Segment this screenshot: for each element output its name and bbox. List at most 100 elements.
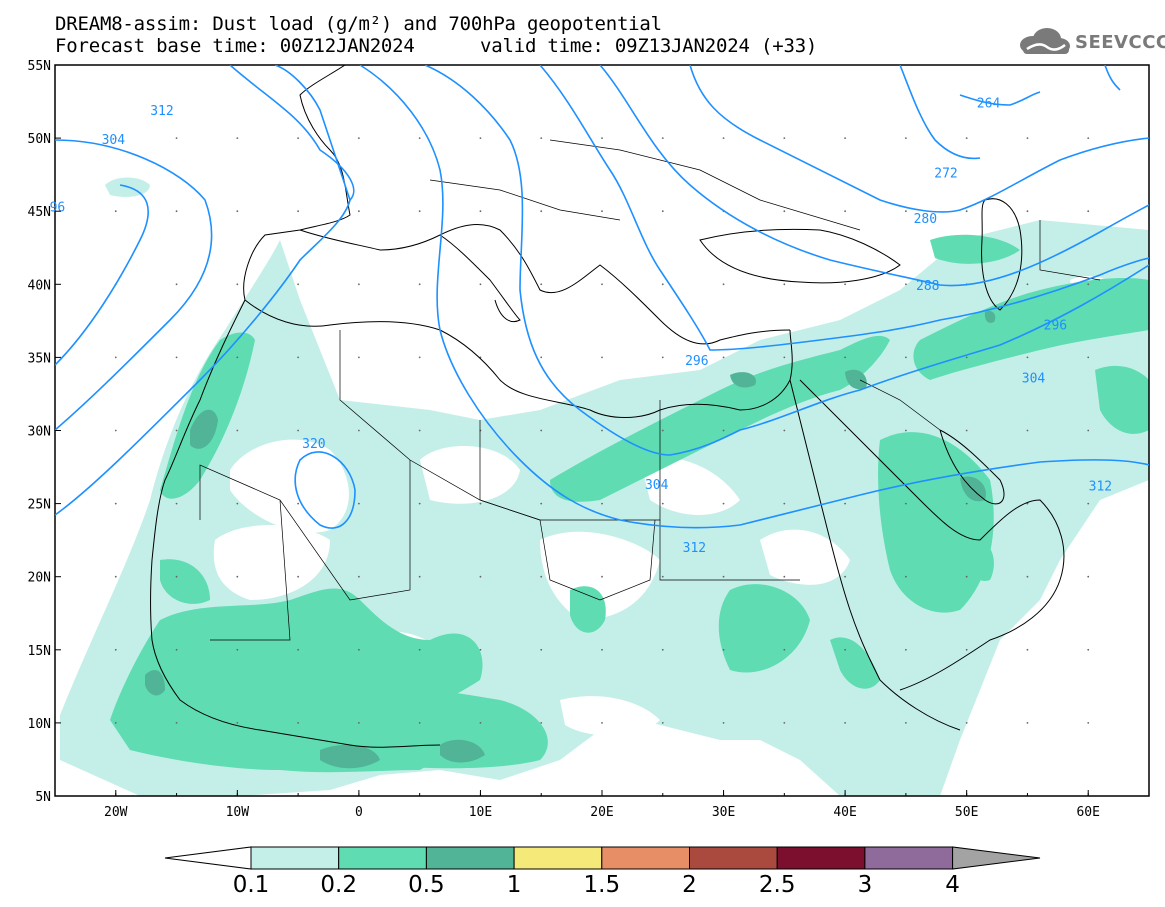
lat-tick-label: 25N — [28, 498, 51, 513]
grid-dot — [1026, 429, 1029, 432]
grid-dot — [418, 356, 421, 359]
colorbar-segment — [689, 846, 778, 870]
lon-tick-label: 20E — [590, 805, 613, 820]
grid-dot — [236, 648, 239, 651]
grid-dot — [175, 575, 178, 578]
country-borders — [199, 139, 1101, 641]
grid-dot — [904, 575, 907, 578]
grid-dot — [661, 722, 664, 724]
grid-dot — [844, 137, 847, 140]
colorbar-segment — [864, 846, 954, 870]
contour-label: 320 — [302, 437, 325, 452]
grid-dot — [479, 137, 482, 140]
grid-dot — [783, 429, 786, 432]
grid-dot — [965, 722, 968, 724]
grid-dot — [297, 137, 300, 140]
grid-dot — [357, 722, 360, 724]
grid-dot — [175, 429, 178, 432]
grid-dot — [1087, 210, 1090, 213]
grid-dot — [540, 722, 543, 724]
grid-dot — [661, 210, 664, 213]
grid-dot — [904, 283, 907, 286]
contour-label: 296 — [1044, 319, 1067, 334]
grid-dot — [661, 648, 664, 651]
grid-dot — [114, 575, 117, 578]
forecast-base-time: Forecast base time: 00Z12JAN2024 — [55, 35, 415, 57]
colorbar-level-label: 1 — [506, 872, 522, 898]
grid-dot — [357, 356, 360, 359]
colorbar-high-arrow — [952, 846, 1041, 870]
grid-dot — [904, 722, 907, 724]
grid-dot — [844, 575, 847, 578]
grid-dot — [601, 575, 603, 578]
grid-dot — [783, 722, 786, 724]
grid-dot — [722, 502, 725, 505]
grid-dot — [904, 648, 907, 651]
longitude-axis: 20W 10W 0 10E 20E 30E 40E 50E 60E — [54, 790, 1150, 820]
grid-dot — [175, 137, 178, 140]
grid-dot — [114, 648, 117, 651]
grid-dot — [357, 429, 360, 432]
grid-dot — [783, 502, 786, 505]
cloud-icon — [1020, 28, 1070, 54]
grid-dot — [114, 210, 117, 213]
contour-label: 304 — [645, 478, 669, 493]
grid-dot — [236, 137, 239, 140]
lat-tick-label: 35N — [28, 351, 51, 366]
lon-tick-label: 20W — [104, 805, 128, 820]
colorbar-segment — [425, 846, 515, 870]
lon-tick-label: 40E — [833, 805, 856, 820]
logo-text: SEEVCCC — [1075, 32, 1165, 53]
grid-dot — [418, 429, 421, 432]
grid-dot — [904, 210, 907, 213]
lat-tick-label: 10N — [28, 717, 51, 732]
grid-dot — [114, 356, 117, 359]
grid-dot — [297, 210, 300, 213]
grid-dot — [844, 356, 847, 359]
grid-dot — [722, 137, 725, 140]
grid-dot — [661, 137, 664, 140]
grid-dot — [540, 356, 543, 359]
grid-dot — [1026, 722, 1029, 724]
grid-dot — [175, 210, 178, 213]
grid-dot — [722, 575, 725, 578]
grid-dot — [965, 502, 968, 505]
grid-dot — [479, 575, 482, 578]
grid-dot — [1026, 648, 1029, 651]
grid-dot — [601, 210, 603, 213]
grid-dot — [297, 722, 300, 724]
grid-dot — [357, 575, 360, 578]
grid-dot — [479, 283, 482, 286]
grid-dot — [601, 722, 603, 724]
contour-label: 272 — [934, 167, 957, 182]
grid-dot — [236, 502, 239, 505]
grid-dot — [965, 137, 968, 140]
contour-label: 304 — [1022, 371, 1046, 386]
lat-tick-label: 40N — [28, 278, 51, 293]
grid-dot — [297, 356, 300, 359]
contour-label: 280 — [914, 212, 937, 227]
grid-dot — [904, 356, 907, 359]
grid-dot — [418, 502, 421, 505]
grid-dot — [601, 648, 603, 651]
grid-dot — [236, 429, 239, 432]
grid-dot — [783, 283, 786, 286]
lat-tick-label: 15N — [28, 644, 51, 659]
grid-dot — [297, 502, 300, 505]
lon-tick-label: 10E — [469, 805, 492, 820]
latitude-axis: 55N 50N 45N 40N 35N 30N 25N 20N 15N 10N 5N — [28, 59, 61, 805]
grid-dot — [357, 648, 360, 651]
grid-dot — [722, 283, 725, 286]
grid-dot — [1087, 137, 1090, 140]
grid-dot — [418, 575, 421, 578]
seevccc-logo: SEEVCCC — [1017, 27, 1165, 57]
grid-dot — [1026, 356, 1029, 359]
lon-tick-label: 0 — [355, 805, 363, 820]
grid-dot — [844, 648, 847, 651]
grid-dot — [418, 648, 421, 651]
lon-tick-label: 10W — [226, 805, 250, 820]
grid-dot — [904, 137, 907, 140]
colorbar — [164, 846, 1041, 870]
colorbar-level-label: 0.5 — [408, 872, 445, 898]
colorbar-segment — [776, 846, 866, 870]
